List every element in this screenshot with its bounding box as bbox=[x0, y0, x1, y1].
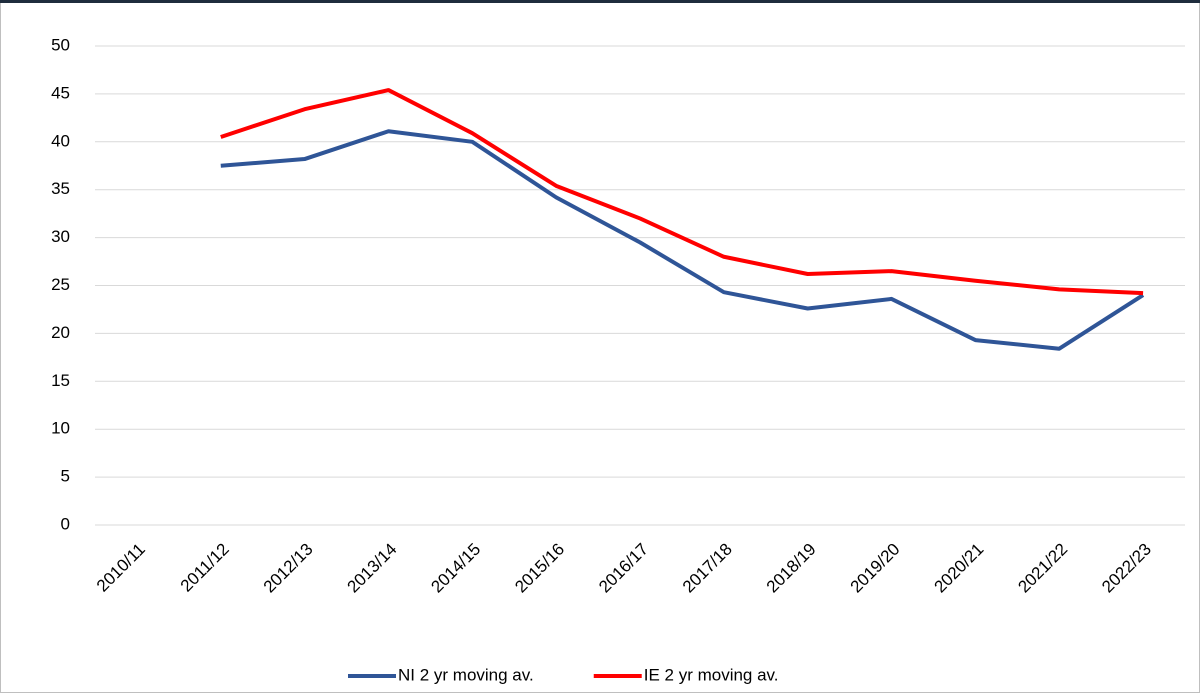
y-tick-label: 5 bbox=[61, 467, 70, 486]
line-series bbox=[220, 129, 1145, 351]
y-tick-label: 0 bbox=[61, 514, 70, 533]
y-tick-label: 10 bbox=[51, 419, 70, 438]
y-tick-label: 40 bbox=[51, 131, 70, 150]
legend-label: IE 2 yr moving av. bbox=[644, 665, 779, 684]
line-series bbox=[220, 88, 1144, 296]
y-tick-label: 25 bbox=[51, 275, 70, 294]
legend-label: NI 2 yr moving av. bbox=[398, 665, 534, 684]
y-tick-label: 50 bbox=[51, 35, 70, 54]
y-tick-label: 20 bbox=[51, 323, 70, 342]
top-bar bbox=[0, 0, 1200, 3]
y-tick-label: 35 bbox=[51, 179, 70, 198]
y-tick-label: 45 bbox=[51, 83, 70, 102]
y-tick-label: 30 bbox=[51, 227, 70, 246]
y-tick-label: 15 bbox=[51, 371, 70, 390]
